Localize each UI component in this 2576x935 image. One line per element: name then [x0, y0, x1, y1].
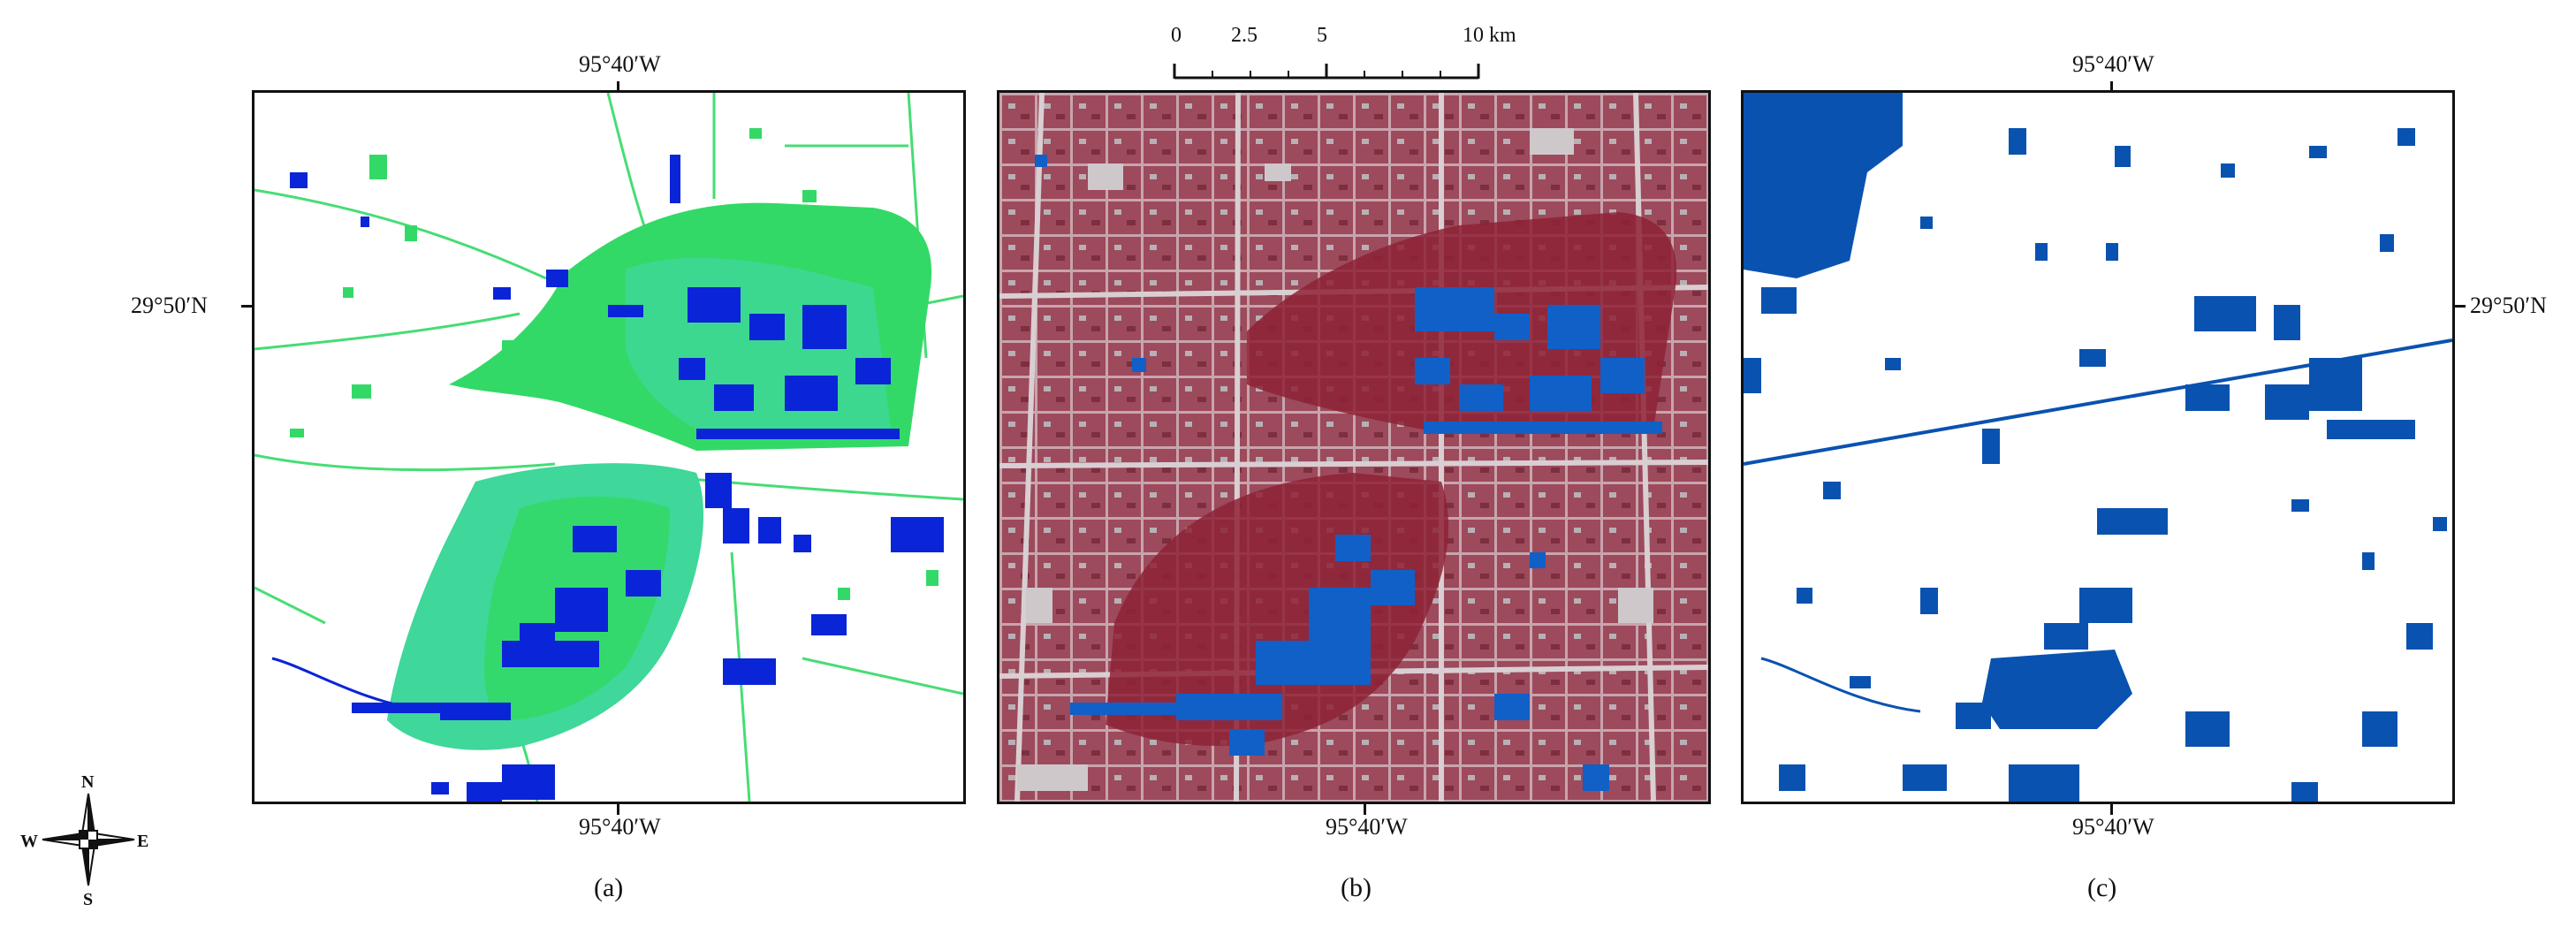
panel-c-bottom-lon-label: 95°40′W: [2072, 814, 2154, 840]
panel-c-caption: (c): [2087, 873, 2117, 902]
panel-b-false-color-composite: [999, 93, 1708, 802]
compass-w-label: W: [20, 832, 38, 851]
panel-a-flood-classification: [255, 93, 963, 802]
scale-bar-graphic: [1173, 64, 1480, 80]
panel-a-caption: (a): [594, 873, 624, 902]
scale-tick-5: 5: [1317, 24, 1327, 47]
panel-a-bottom-tick: [617, 804, 619, 815]
panel-b-caption: (b): [1341, 873, 1372, 902]
panel-c-bottom-tick: [2110, 804, 2113, 815]
compass-e-label: E: [137, 832, 149, 851]
compass-icon: [42, 793, 135, 886]
compass-s-label: S: [83, 890, 94, 909]
panel-c-map: [1741, 90, 2455, 804]
panel-c-water-mask: [1744, 93, 2452, 802]
scale-tick-10km: 10 km: [1463, 24, 1516, 47]
panel-c-lat-label: 29°50′N: [2470, 293, 2547, 318]
panel-b-map: [997, 90, 1711, 804]
panel-b-bottom-lon-label: 95°40′W: [1326, 814, 1408, 840]
scale-tick-2-5: 2.5: [1231, 24, 1258, 47]
panel-a-lat-label: 29°50′N: [131, 293, 208, 318]
panel-a-top-lon-label: 95°40′W: [579, 51, 661, 77]
panel-b-bottom-tick: [1364, 804, 1366, 815]
scale-bar: 0 2.5 5 10 km: [1171, 24, 1516, 87]
panel-a-bottom-lon-label: 95°40′W: [579, 814, 661, 840]
compass-rose: N S W E: [18, 769, 159, 910]
panel-c-right-tick: [2455, 305, 2466, 308]
panel-c-top-lon-label: 95°40′W: [2072, 51, 2154, 77]
panel-a-top-tick: [617, 81, 619, 92]
panel-a-left-tick: [241, 305, 252, 308]
compass-n-label: N: [81, 772, 95, 792]
panel-c-top-tick: [2110, 81, 2113, 92]
panel-a-map: [252, 90, 966, 804]
scale-tick-0: 0: [1171, 24, 1182, 47]
